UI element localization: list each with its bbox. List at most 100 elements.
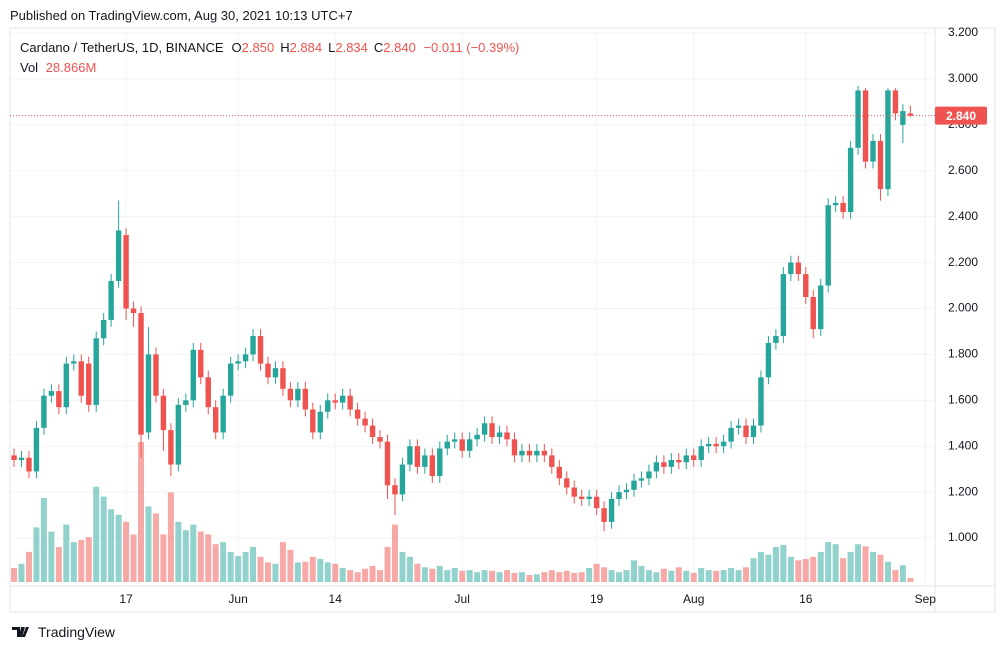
candle-body: [668, 459, 675, 467]
volume-bar: [563, 570, 570, 582]
candle-body: [93, 338, 99, 405]
volume-bar: [175, 521, 182, 582]
x-tick-label: 16: [799, 592, 813, 606]
volume-bar: [870, 551, 877, 582]
volume-bar: [728, 568, 735, 582]
candle-body: [145, 354, 152, 433]
candle-body: [123, 235, 129, 309]
x-tick-label: 14: [329, 592, 343, 606]
candle-body: [676, 459, 682, 463]
volume-bar: [825, 542, 832, 582]
candle-body: [399, 464, 406, 495]
y-tick-label: 2.000: [948, 301, 978, 315]
candle-body: [444, 441, 450, 449]
symbol: Cardano / TetherUS, 1D, BINANCE: [20, 40, 224, 55]
volume-bar: [242, 551, 249, 582]
candle-body: [593, 496, 600, 509]
volume-bar: [421, 567, 428, 582]
candle-body: [579, 496, 585, 500]
change: −0.011 (−0.39%): [423, 40, 520, 55]
volume-bar: [720, 570, 727, 582]
x-tick-label: 17: [119, 592, 133, 606]
volume-bar: [287, 549, 294, 582]
candle-body: [369, 425, 376, 438]
candle-body: [63, 363, 70, 408]
candle-body: [616, 492, 622, 500]
volume-bar: [160, 534, 167, 582]
candle-body: [280, 368, 286, 389]
volume-value: 28.866M: [45, 60, 97, 75]
candle-body: [586, 496, 592, 500]
candle-body: [325, 400, 331, 412]
volume-bar: [817, 551, 824, 582]
candle-body: [511, 439, 518, 456]
candle-body: [541, 450, 548, 456]
candle-body: [347, 395, 353, 410]
candle-body: [705, 443, 712, 447]
volume-bar: [713, 570, 720, 582]
volume-bar: [324, 562, 331, 582]
x-tick-label: 19: [590, 592, 604, 606]
volume-bar: [18, 563, 25, 582]
legend-key: O: [231, 40, 242, 55]
candle-body: [71, 361, 77, 364]
candle-body: [638, 478, 645, 481]
candle-body: [265, 363, 271, 378]
candle-body: [198, 349, 204, 378]
volume-bar: [93, 486, 100, 582]
volume-bar: [810, 556, 817, 582]
footer: TradingView: [12, 624, 115, 640]
candle-body: [818, 285, 824, 330]
candle-body: [242, 354, 249, 362]
volume-bar: [750, 558, 757, 582]
volume-bar: [862, 546, 869, 582]
candle-body: [519, 450, 525, 456]
volume-bar: [802, 558, 809, 582]
volume-bar: [675, 567, 682, 582]
candle-body: [758, 377, 764, 426]
candle-body: [825, 205, 831, 286]
candle-body: [168, 430, 174, 465]
candle-body: [608, 499, 615, 522]
candle-body: [795, 262, 802, 275]
candle-body: [698, 446, 704, 460]
volume-bar: [152, 513, 159, 582]
volume-bar: [705, 570, 712, 582]
last-price-box: [935, 106, 987, 125]
candle-body: [877, 140, 884, 190]
x-tick-label: Jun: [228, 592, 247, 606]
volume-bar: [436, 565, 443, 582]
candle-body: [765, 342, 772, 378]
volume-bar: [78, 540, 85, 582]
volume-bar: [227, 551, 234, 582]
volume-bar: [690, 572, 697, 582]
volume-bar: [309, 556, 316, 582]
volume-bar: [145, 506, 152, 582]
candle-body: [870, 140, 876, 162]
volume-bar: [384, 547, 391, 582]
volume-bar: [556, 572, 563, 582]
volume-bar: [608, 570, 615, 582]
candle-body: [780, 274, 787, 337]
volume-bar: [182, 530, 189, 582]
candle-body: [735, 425, 742, 428]
y-tick-label: 2.200: [948, 255, 978, 269]
volume-bar: [317, 558, 324, 582]
candle-body: [847, 147, 854, 213]
candle-body: [354, 409, 361, 419]
volume-bar: [332, 563, 339, 582]
volume-bar: [279, 542, 286, 582]
candle-body: [227, 363, 234, 396]
volume-bar: [190, 524, 197, 582]
volume-bar: [220, 542, 227, 582]
x-tick-label: Sep: [915, 592, 937, 606]
volume-bar: [115, 514, 122, 582]
volume-bar: [257, 556, 264, 582]
y-tick-label: 2.600: [948, 163, 978, 177]
candle-body: [489, 423, 495, 438]
candle-body: [41, 395, 47, 428]
candle-body: [310, 409, 316, 433]
volume-bar: [100, 496, 107, 582]
candle-body: [459, 439, 465, 451]
